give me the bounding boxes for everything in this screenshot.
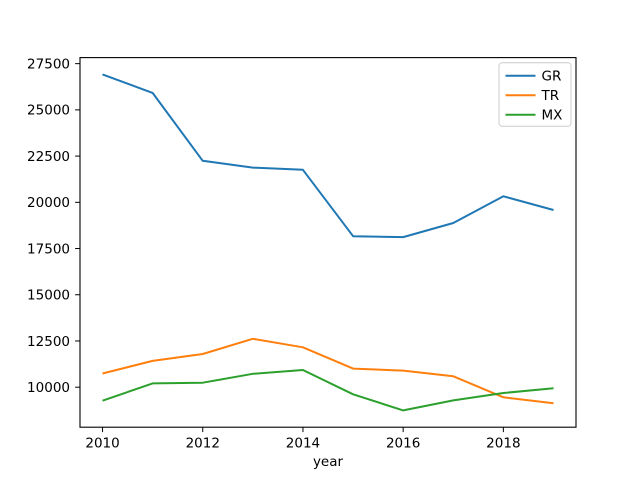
series-line-mx xyxy=(102,369,554,412)
y-tick-label: 27500 xyxy=(27,56,70,72)
x-tick-label: 2010 xyxy=(85,436,119,452)
x-tick-label: 2014 xyxy=(286,436,320,452)
legend-label: GR xyxy=(542,69,562,85)
plot-border xyxy=(79,57,577,428)
series-line-gr xyxy=(102,73,554,239)
legend-label: TR xyxy=(541,88,560,104)
x-axis-title: year xyxy=(313,454,344,470)
x-tick-label: 2016 xyxy=(386,436,420,452)
y-tick-label: 12500 xyxy=(27,334,70,350)
legend-label: MX xyxy=(542,108,563,124)
legend-entry-gr: GR xyxy=(505,69,562,85)
y-tick-label: 17500 xyxy=(27,241,70,257)
x-axis: 2010 2012 2014 2016 2018 xyxy=(85,427,521,452)
y-axis: 10000 12500 15000 17500 20000 22500 25000 27500 xyxy=(27,56,80,396)
y-tick-label: 25000 xyxy=(27,103,70,119)
legend: GR TR MX xyxy=(498,62,572,127)
legend-entry-tr: TR xyxy=(505,88,560,104)
x-tick-label: 2012 xyxy=(186,436,220,452)
plot-lines xyxy=(102,73,554,412)
y-tick-label: 22500 xyxy=(27,149,70,165)
y-tick-label: 20000 xyxy=(27,195,70,211)
y-tick-label: 10000 xyxy=(27,380,70,396)
legend-entry-mx: MX xyxy=(505,108,563,124)
y-tick-label: 15000 xyxy=(27,288,70,304)
x-tick-label: 2018 xyxy=(486,436,520,452)
series-line-tr xyxy=(102,337,554,405)
